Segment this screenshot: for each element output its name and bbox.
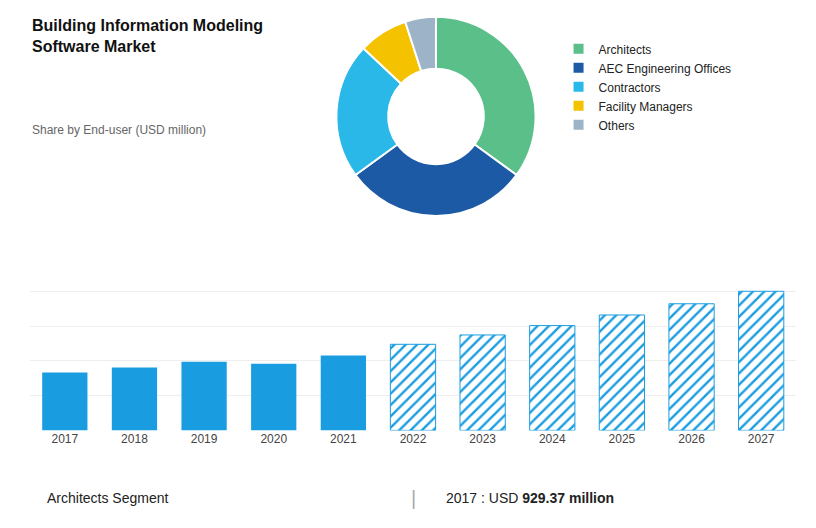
svg-text:2022: 2022 xyxy=(400,432,427,446)
svg-text:Others: Others xyxy=(599,119,635,133)
svg-text:Architects: Architects xyxy=(599,43,652,57)
svg-text:Architects Segment: Architects Segment xyxy=(47,490,168,506)
svg-text:|: | xyxy=(411,487,416,509)
svg-text:2026: 2026 xyxy=(678,432,705,446)
svg-text:2023: 2023 xyxy=(469,432,496,446)
svg-text:2019: 2019 xyxy=(191,432,218,446)
svg-text:2018: 2018 xyxy=(121,432,148,446)
svg-text:2024: 2024 xyxy=(539,432,566,446)
svg-text:Building Information ModelingS: Building Information ModelingSoftware Ma… xyxy=(32,17,263,55)
svg-text:AEC Engineering Offices: AEC Engineering Offices xyxy=(599,62,732,76)
svg-text:2017: 2017 xyxy=(51,432,78,446)
svg-text:2017 : USD 929.37 million: 2017 : USD 929.37 million xyxy=(446,490,614,506)
svg-text:2027: 2027 xyxy=(748,432,775,446)
svg-text:Contractors: Contractors xyxy=(599,81,661,95)
svg-text:Share by End-user (USD million: Share by End-user (USD million) xyxy=(32,123,206,137)
svg-text:2021: 2021 xyxy=(330,432,357,446)
svg-text:Facility Managers: Facility Managers xyxy=(599,100,693,114)
svg-text:2020: 2020 xyxy=(260,432,287,446)
svg-text:2025: 2025 xyxy=(609,432,636,446)
